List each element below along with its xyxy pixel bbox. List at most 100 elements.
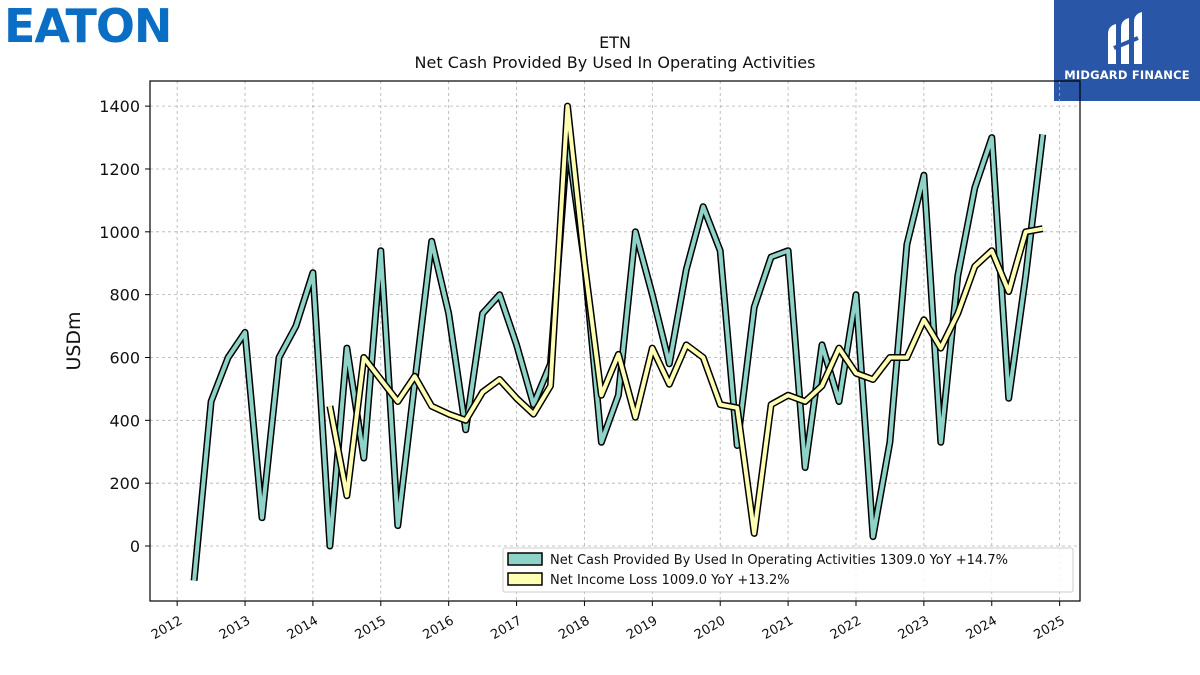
data-point-net-income [567,106,568,107]
data-point-ocf [635,231,636,232]
legend-swatch-net-income [507,572,543,586]
y-tick-label: 1200 [99,160,140,179]
data-point-net-income [329,406,330,407]
data-point-net-income [839,348,840,349]
midgard-logo-text: MIDGARD FINANCE [1064,68,1190,82]
data-point-ocf [873,536,874,537]
data-point-net-income [601,395,602,396]
x-tick-label: 2016 [421,613,457,643]
data-point-ocf [940,442,941,443]
y-tick-label: 400 [109,411,140,430]
eaton-logo: EATON [4,0,172,53]
x-tick-label: 2024 [964,613,1000,643]
data-point-net-income [1008,291,1009,292]
legend-box [502,547,1074,593]
data-point-net-income [533,414,534,415]
data-point-net-income [499,379,500,380]
x-tick-label: 2025 [1031,613,1067,643]
data-point-net-income [448,414,449,415]
data-point-net-income [414,376,415,377]
data-point-net-income [397,401,398,402]
data-point-ocf [754,307,755,308]
data-point-net-income [737,407,738,408]
data-point-net-income [771,404,772,405]
legend-swatch-ocf [507,552,543,566]
data-point-net-income [584,263,585,264]
legend-label-net-income: Net Income Loss 1009.0 YoY +13.2% [550,573,790,588]
legend-label-ocf: Net Cash Provided By Used In Operating A… [550,553,1008,568]
x-tick-label: 2023 [896,613,932,643]
data-point-net-income [550,385,551,386]
y-tick-label: 0 [130,537,140,556]
data-point-net-income [363,357,364,358]
data-point-ocf [346,348,347,349]
data-point-ocf [703,206,704,207]
x-tick-label: 2022 [828,613,864,643]
data-point-net-income [940,348,941,349]
data-point-net-income [923,319,924,320]
data-point-ocf [516,344,517,345]
data-point-ocf [686,269,687,270]
data-point-net-income [805,401,806,402]
y-tick-label: 600 [109,348,140,367]
data-point-net-income [686,344,687,345]
x-tick-label: 2020 [692,613,728,643]
data-point-ocf [465,429,466,430]
data-point-ocf [957,275,958,276]
data-point-net-income [906,357,907,358]
data-point-ocf [839,401,840,402]
midgard-mark-icon [1108,12,1142,64]
data-point-ocf [211,401,212,402]
series-layer [190,102,1047,581]
x-tick-label: 2012 [149,613,185,643]
data-point-net-income [889,357,890,358]
series-line-net-income [327,104,1044,536]
data-point-ocf [363,458,364,459]
data-point-net-income [703,357,704,358]
plot-frame [149,80,1081,602]
data-point-net-income [516,398,517,399]
y-tick-label: 800 [109,286,140,305]
data-point-net-income [669,384,670,385]
data-point-ocf [737,445,738,446]
data-point-ocf [329,546,330,547]
data-point-net-income [652,348,653,349]
chart-title: ETN [599,33,631,52]
data-point-ocf [279,357,280,358]
data-point-net-income [720,404,721,405]
data-point-net-income [754,533,755,534]
x-tick-label: 2021 [760,613,796,643]
x-tick-label: 2013 [217,613,253,643]
midgard-finance-logo: MIDGARD FINANCE [1054,0,1200,101]
data-point-ocf [533,404,534,405]
x-tick-label: 2014 [285,613,321,643]
data-point-ocf [822,344,823,345]
data-point-ocf [856,294,857,295]
data-point-ocf [397,525,398,526]
data-point-net-income [873,379,874,380]
x-tick-label: 2019 [624,613,660,643]
data-point-ocf [771,257,772,258]
x-tick-label: 2018 [556,613,592,643]
data-point-ocf [1042,134,1043,135]
data-point-ocf [889,442,890,443]
chart-subtitle: Net Cash Provided By Used In Operating A… [415,53,816,72]
data-point-net-income [788,395,789,396]
data-point-ocf [669,363,670,364]
data-point-ocf [194,580,195,581]
data-point-ocf [1025,275,1026,276]
x-tick-label: 2015 [353,613,389,643]
data-point-ocf [448,313,449,314]
data-point-ocf [788,250,789,251]
data-point-ocf [601,442,602,443]
data-point-ocf [991,137,992,138]
data-point-ocf [312,272,313,273]
data-point-net-income [380,379,381,380]
data-point-ocf [245,332,246,333]
data-point-net-income [1025,231,1026,232]
data-point-ocf [720,250,721,251]
data-point-net-income [856,373,857,374]
data-point-ocf [805,467,806,468]
legend: Net Cash Provided By Used In Operating A… [502,547,1074,593]
